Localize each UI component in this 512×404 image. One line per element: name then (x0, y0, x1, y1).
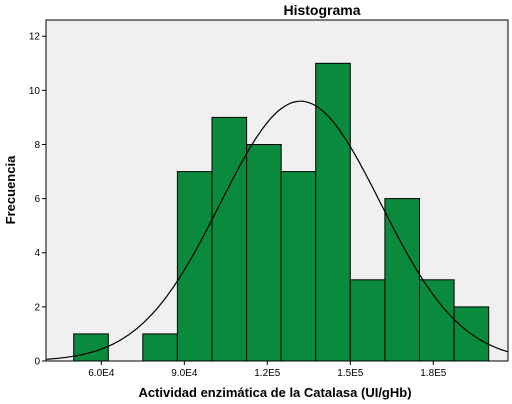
y-tick-label: 2 (34, 302, 40, 313)
y-axis-label: Frecuencia (3, 155, 18, 224)
histogram-bar (419, 279, 455, 362)
x-axis: 6.0E4 9.0E4 1.2E5 1.5E5 1.8E5 (88, 361, 447, 379)
x-tick-label: 1.5E5 (337, 368, 364, 379)
x-tick-label: 1.8E5 (420, 368, 447, 379)
histogram-bar (211, 116, 248, 362)
x-tick-label: 1.2E5 (254, 368, 281, 379)
y-tick-label: 0 (34, 357, 40, 368)
y-tick-label: 8 (34, 140, 40, 151)
y-tick-label: 12 (29, 32, 41, 43)
histogram-bar (315, 62, 351, 362)
x-tick-label: 6.0E4 (88, 368, 115, 379)
histogram-bar (349, 279, 386, 362)
bars-group (73, 62, 490, 362)
histogram-bar (280, 171, 317, 362)
normal-curve-group (45, 100, 509, 360)
histogram-bar (176, 171, 213, 362)
y-tick-label: 10 (29, 86, 41, 97)
chart-title: Histograma (283, 2, 360, 18)
histogram-bar (73, 333, 109, 362)
normal-curve (45, 100, 509, 360)
x-tick-label: 9.0E4 (171, 368, 198, 379)
y-tick-label: 6 (34, 194, 40, 205)
y-tick-label: 4 (34, 248, 40, 259)
histogram-bar (246, 144, 282, 362)
y-axis: 0 2 4 6 8 10 12 (29, 32, 46, 368)
histogram-bar (142, 333, 178, 362)
x-axis-label: Actividad enzimática de la Catalasa (UI/… (138, 385, 411, 400)
histogram-bar (384, 198, 420, 362)
